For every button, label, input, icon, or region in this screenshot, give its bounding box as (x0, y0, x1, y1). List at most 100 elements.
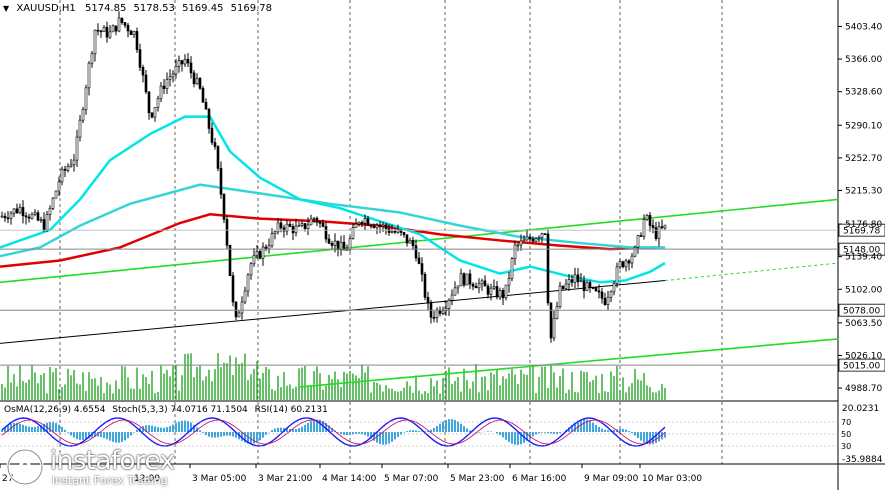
candle-body (648, 214, 652, 226)
level-box (838, 303, 885, 317)
candle-body (435, 309, 439, 319)
price-tick-label: 5176.80 (845, 220, 882, 230)
candle-body (18, 207, 22, 214)
candle-body (519, 240, 523, 246)
candle-body (555, 306, 559, 319)
candle-body (558, 285, 562, 307)
candle-body (240, 301, 244, 314)
candle-body (534, 238, 538, 242)
candle-body (387, 228, 391, 233)
candle-body (654, 227, 658, 239)
candle-body (219, 168, 223, 195)
candle-body (237, 312, 241, 318)
candle-body (660, 226, 664, 229)
candle-body (594, 287, 598, 292)
price-tick-label: 5102.00 (845, 285, 882, 295)
candle-body (522, 239, 526, 242)
candle-body (357, 222, 361, 225)
candle-body (135, 31, 139, 50)
candle-body (234, 301, 238, 318)
candle-body (426, 296, 430, 304)
level-box (838, 358, 885, 372)
ma-aqua-line (0, 115, 666, 284)
candle-body (504, 284, 508, 299)
logo-mark-icon (6, 448, 44, 486)
price-tick-label: 5139.40 (845, 253, 882, 263)
candle-body (588, 282, 592, 288)
candle-body (249, 263, 253, 276)
candle-body (108, 31, 112, 38)
candle-body (630, 255, 634, 264)
candle-body (417, 257, 421, 264)
candle-body (618, 261, 622, 268)
candle-body (414, 245, 418, 259)
open-value: 5174.85 (84, 3, 127, 14)
candle-body (645, 214, 649, 220)
candle-body (321, 223, 325, 227)
candle-body (312, 217, 316, 220)
candle-body (402, 232, 406, 235)
candle-body (621, 261, 625, 268)
candle-body (66, 166, 70, 171)
candle-body (507, 278, 511, 286)
candle-body (288, 223, 292, 227)
candle-body (378, 225, 382, 227)
candle-body (480, 280, 484, 285)
time-tick-label: 3 Mar 21:00 (258, 474, 313, 484)
candle-body (549, 302, 553, 339)
candle-body (222, 194, 226, 220)
time-tick-label: 3 Mar 05:00 (192, 474, 247, 484)
stoch-signal-line (1, 419, 666, 445)
candle-body (450, 294, 454, 301)
ma-cyan-line (0, 183, 665, 258)
candle-body (156, 98, 160, 108)
candle-body (372, 225, 376, 229)
candle-body (270, 233, 274, 247)
candle-body (615, 266, 619, 284)
candle-body (318, 221, 322, 224)
candle-body (564, 283, 568, 289)
candle-body (354, 223, 358, 228)
candle-body (582, 280, 586, 292)
candle-body (600, 291, 604, 299)
candle-body (129, 30, 133, 36)
instaforex-logo: instaforex Instant Forex Trading (6, 446, 196, 488)
candle-body (351, 227, 355, 239)
candle-body (642, 219, 646, 237)
candle-body (213, 142, 217, 147)
candle-body (546, 233, 550, 304)
candle-body (132, 31, 136, 36)
channel-lines (0, 198, 839, 388)
osc-level-label: 50 (841, 430, 851, 439)
candle-body (84, 87, 88, 110)
osc-level-label: 70 (841, 418, 851, 427)
high-value: 5178.53 (133, 3, 175, 14)
moving-averages (0, 115, 666, 284)
candle-body (51, 197, 55, 209)
candle-body (57, 181, 61, 192)
candle-body (102, 26, 106, 32)
price-tick-label: 5215.30 (845, 186, 882, 196)
candle-body (489, 287, 493, 295)
candle-body (360, 222, 364, 224)
candle-body (348, 238, 352, 250)
candle-body (591, 287, 595, 289)
price-tick-label: 5328.60 (845, 88, 882, 98)
candle-body (606, 296, 610, 305)
candle-body (114, 25, 118, 32)
candle-body (12, 208, 16, 214)
volume-bars (1, 353, 666, 400)
candle-body (381, 224, 385, 227)
candle-body (258, 250, 262, 259)
channel-lower-line (299, 338, 839, 388)
candle-body (60, 168, 64, 183)
candle-body (543, 233, 547, 235)
candle-body (42, 219, 46, 231)
candle-body (159, 85, 163, 100)
stoch-main-line (1, 417, 666, 447)
candle-body (282, 227, 286, 232)
candle-body (78, 119, 82, 138)
candle-body (552, 317, 556, 339)
candle-body (162, 85, 166, 90)
dropdown-arrow-icon[interactable]: ▼ (3, 4, 10, 13)
